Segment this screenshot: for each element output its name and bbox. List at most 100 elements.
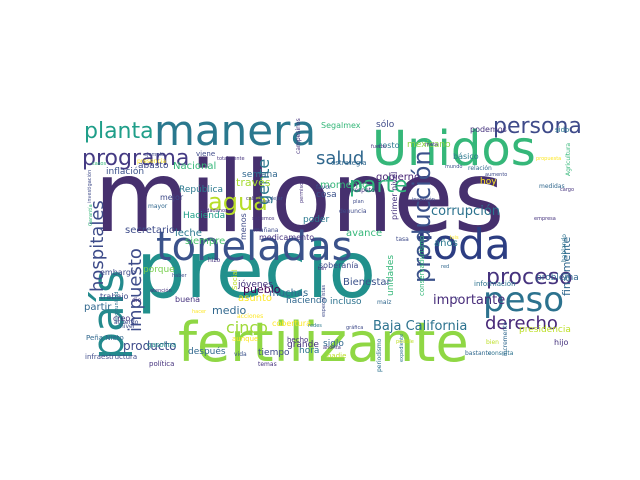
word-trabajo: trabajo <box>100 292 129 301</box>
word-precio: precio <box>136 226 376 316</box>
word-pais: país <box>83 270 134 360</box>
word-propuesta: propuesta <box>536 156 561 162</box>
word-dejar: dejar <box>270 196 284 202</box>
word-pena-nieto: Peña Nieto <box>86 334 124 342</box>
word-pueblo: pueblo <box>243 283 281 296</box>
word-atencion: atención <box>150 287 172 294</box>
word-consulta: consulta <box>488 350 514 357</box>
word-tiempo: tiempo <box>258 348 290 358</box>
word-cargo: cargo <box>560 187 574 193</box>
word-medio: medio <box>212 304 247 317</box>
word-casos: casos <box>92 161 106 167</box>
word-basico: básico <box>453 152 479 161</box>
word-aumento: aumento <box>485 172 507 178</box>
word-mayor: mayor <box>148 203 168 210</box>
word-podemos: podemos <box>470 125 507 134</box>
word-manera: manera <box>154 106 316 155</box>
word-fertilizante: fertilizante <box>178 311 469 374</box>
word-sabemos: sabemos <box>252 216 275 222</box>
word-empresa: empresa <box>534 216 556 222</box>
word-periodismo: periodismo <box>376 338 383 372</box>
word-importante: importante <box>433 293 505 308</box>
word-hacer: hacer <box>192 309 207 315</box>
word-semana: semana <box>242 170 278 180</box>
word-dio: dio <box>132 297 141 304</box>
word-abasto: abasto <box>138 161 169 171</box>
word-bienestar: Bienestar <box>343 277 392 288</box>
word-baja-california: Baja California <box>373 319 467 334</box>
word-relacion: relación <box>468 165 492 172</box>
word-conservadurismo: conservadurismo <box>418 236 426 296</box>
word-republica: República <box>179 185 223 195</box>
word-agua: agua <box>208 188 268 216</box>
word-inflacion: inflación <box>106 166 144 177</box>
word-leche: leche <box>175 228 202 239</box>
word-vida: vida <box>234 351 247 358</box>
word-bastante: bastante <box>465 350 492 357</box>
word-tasa: tasa <box>396 236 409 243</box>
word-nacional: Nacional <box>173 161 216 172</box>
word-luis: luis <box>450 235 459 241</box>
word-estrategia: estrategia <box>331 159 367 167</box>
word-millones: millones <box>94 141 505 255</box>
word-solo: sólo <box>376 119 395 130</box>
word-gente: gente <box>254 159 273 205</box>
word-unidades: unidades <box>386 255 396 296</box>
word-caben: caben <box>246 196 261 202</box>
word-ejemplo: ejemplo <box>144 152 164 158</box>
word-cosa: cosa <box>316 190 337 200</box>
word-corrupcion: corrupción <box>431 204 500 219</box>
word-grafica: gráfica <box>346 324 363 331</box>
word-cobertura: cobertura <box>272 319 311 328</box>
word-politica: política <box>149 360 174 368</box>
word-maiz: maíz <box>377 299 391 306</box>
word-grande: grande <box>287 340 319 350</box>
word-presencia: presencia <box>137 158 166 165</box>
word-jovenes: jóvenes <box>237 279 273 290</box>
word-gobierno: gobierno <box>376 172 420 183</box>
word-especialistas: especialistas <box>321 284 327 317</box>
word-viene: viene <box>196 150 215 158</box>
word-incluso: incluso <box>330 297 362 307</box>
word-ciudadanos: ciudadanos <box>199 208 228 214</box>
word-hospitales: hospitales <box>87 200 108 292</box>
word-siglo: siglo <box>323 339 344 349</box>
word-acuerdo: acuerdo <box>114 319 139 326</box>
word-asunto: asunto <box>238 293 272 304</box>
word-denuncia: denuncia <box>339 208 367 215</box>
word-red: red <box>441 264 449 270</box>
word-anos: años <box>434 238 458 249</box>
word-secretario: secretario <box>125 225 175 236</box>
word-proceso: proceso <box>486 265 573 290</box>
word-persona: persona <box>493 114 582 139</box>
word-infraestructura: infraestructura <box>85 353 137 361</box>
word-programa: programa <box>82 146 189 171</box>
word-partir: partir <box>84 302 112 313</box>
word-informacion: información <box>474 280 516 288</box>
word-parte: parte <box>349 173 408 198</box>
word-avance: avance <box>346 228 382 239</box>
word-redes: redes <box>308 323 322 329</box>
word-siempre: siempre <box>185 236 225 247</box>
word-oportunidad: oportunidad <box>114 292 120 322</box>
word-tan: tan <box>318 266 326 272</box>
word-temas: temas <box>258 361 277 368</box>
word-primer-nivel: primer nivel <box>390 172 399 220</box>
word-hablando: hablando <box>561 234 568 262</box>
word-planta: planta <box>84 119 154 144</box>
word-campesinos: campesinos <box>295 118 302 154</box>
word-menos: menos <box>239 213 248 240</box>
word-unidos: Unidos <box>372 121 536 177</box>
word-impuesto: impuesto <box>125 248 146 332</box>
word-segalmex: Segalmex <box>321 121 361 130</box>
word-bien: bien <box>486 339 499 346</box>
word-mundo: mundo <box>445 164 462 170</box>
word-inversion: inversión <box>412 196 435 203</box>
word-hizo: hizo <box>208 257 221 264</box>
word-hecho: hecho <box>287 336 308 344</box>
word-favor: favor <box>316 184 332 191</box>
word-costo: costo <box>378 141 400 150</box>
word-sido: sido <box>555 126 569 134</box>
word-plan: plan <box>353 199 364 205</box>
word-producto: producto <box>123 339 177 353</box>
